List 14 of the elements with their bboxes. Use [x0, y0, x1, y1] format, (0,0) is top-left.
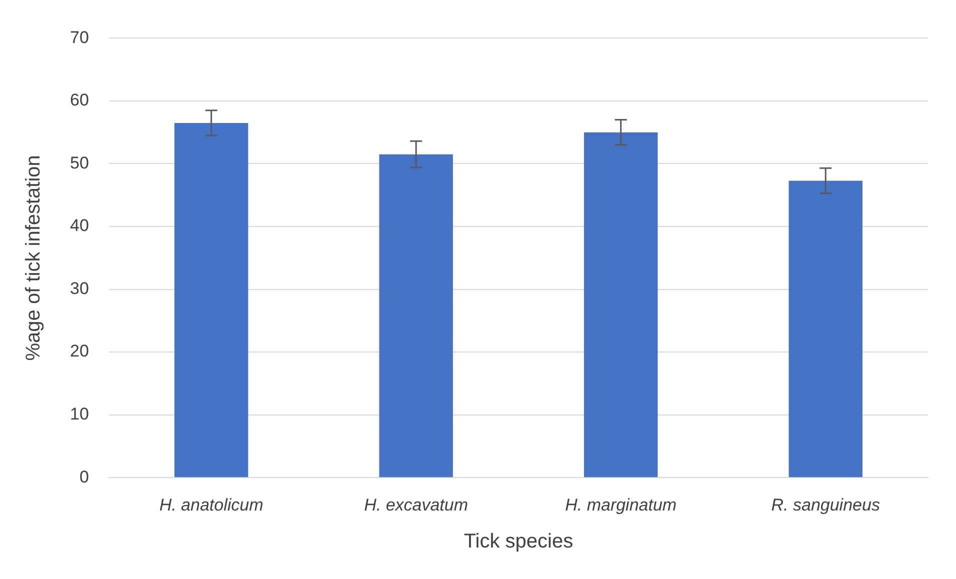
y-tick-label: 50	[70, 153, 89, 172]
y-tick-label: 10	[70, 404, 89, 424]
x-tick-label: H. anatolicum	[159, 496, 264, 515]
y-tick-label: 70	[70, 28, 89, 47]
x-tick-label: H. excavatum	[364, 496, 468, 515]
y-tick-label: 20	[70, 342, 89, 361]
x-tick-label: H. marginatum	[565, 496, 677, 515]
y-tick-label: 30	[70, 278, 89, 298]
y-tick-label: 60	[70, 90, 89, 110]
x-tick-label: R. sanguineus	[771, 496, 880, 515]
y-tick-label: 40	[70, 216, 89, 236]
x-axis-title: Tick species	[464, 530, 574, 553]
y-axis-title: %age of tick infestation	[22, 155, 45, 361]
y-tick-label: 0	[79, 467, 89, 486]
